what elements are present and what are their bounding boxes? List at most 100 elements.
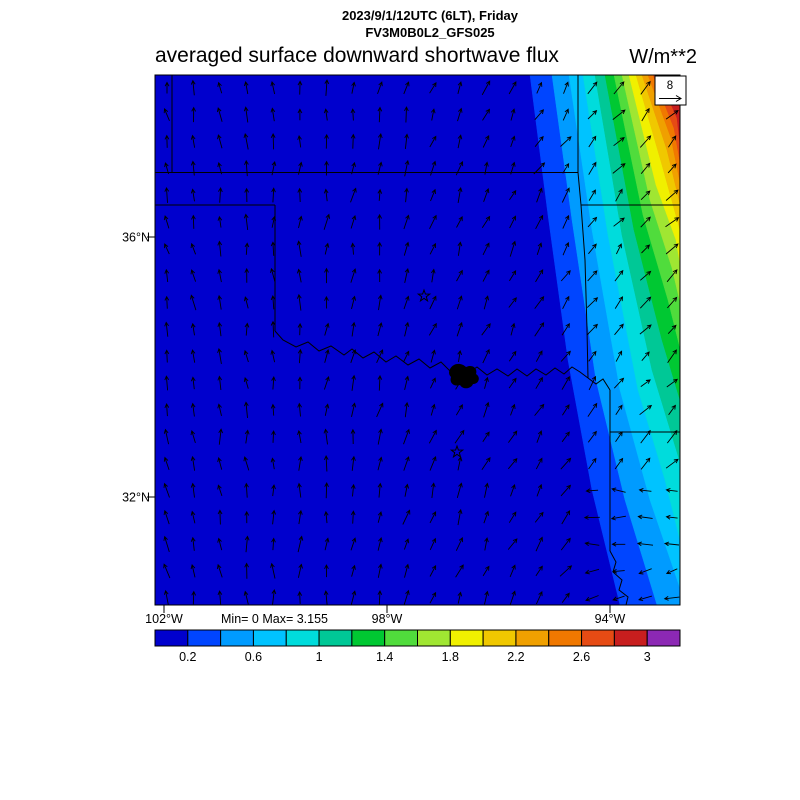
colorbar-segment [154,629,189,647]
wind-arrow-icon [614,457,624,470]
wind-arrow-icon [324,349,330,363]
wind-arrow-icon [350,590,357,605]
wind-arrow-icon [244,322,250,336]
wind-arrow-icon [377,294,383,311]
wind-arrow-icon [508,511,517,523]
wind-arrow-icon [324,160,329,176]
wind-arrow-icon [536,483,543,497]
wind-arrow-icon [377,81,383,95]
wind-arrow-icon [297,591,303,604]
wind-arrow-icon [270,295,276,310]
wind-arrow-icon [509,590,516,605]
wind-arrow-icon [271,509,277,525]
wind-arrow-icon [560,270,571,282]
wind-arrow-icon [482,269,490,282]
wind-arrow-icon [639,135,652,148]
wind-arrow-icon [588,457,597,470]
wind-arrow-icon [217,268,222,283]
wind-arrow-icon [297,376,303,390]
wind-arrow-icon [244,562,249,579]
wind-arrow-icon [297,348,303,364]
wind-arrow-icon [481,80,491,96]
wind-arrow-icon [430,349,436,363]
wind-arrow-icon [536,187,543,203]
wind-arrow-icon [217,590,223,605]
wind-arrow-icon [561,322,570,336]
wind-arrow-icon [377,590,383,605]
wind-arrow-icon [483,510,490,524]
wind-arrow-icon [614,269,624,282]
wind-arrow-icon [218,187,223,203]
colorbar-segment [613,629,648,647]
flux-band-2.0 [635,75,680,231]
wind-arrow-icon [483,295,490,310]
wind-arrow-icon [665,568,678,575]
wind-arrow-icon [508,430,518,443]
wind-arrow-icon [190,536,196,551]
flux-band-2.4 [647,75,680,183]
wind-arrow-icon [429,564,437,577]
wind-arrow-icon [615,431,623,443]
wind-arrow-icon [351,81,356,94]
wind-arrow-icon [377,161,383,175]
colorbar-segment [318,629,353,647]
wind-arrow-icon [163,563,171,579]
wind-arrow-icon [217,134,223,149]
wind-arrow-icon [534,322,545,337]
wind-arrow-icon [585,595,599,602]
wind-arrow-icon [377,106,383,123]
wind-arrow-icon [403,214,410,230]
wind-arrow-icon [510,108,516,121]
wind-arrow-icon [163,535,170,553]
wind-arrow-icon [298,455,303,471]
wind-arrow-icon [190,269,197,282]
wind-arrow-icon [665,243,679,255]
wind-arrow-icon [638,487,652,493]
wind-arrow-icon [217,240,223,257]
colorbar-segment [351,629,386,647]
wind-arrow-icon [665,487,678,493]
wind-arrow-icon [430,403,436,416]
wind-arrow-icon [404,483,410,497]
wind-arrow-icon [244,267,250,283]
wind-arrow-icon [164,295,170,309]
wind-arrow-icon [562,108,569,121]
wind-arrow-icon [588,243,597,255]
wind-arrow-icon [457,134,463,149]
wind-arrow-icon [324,482,329,499]
wind-arrow-icon [666,429,678,444]
wind-arrow-icon [481,323,491,336]
wind-arrow-icon [665,458,679,469]
wind-arrow-icon [456,216,463,228]
colorbar-tick-label: 3 [644,650,651,664]
wind-arrow-icon [297,563,303,578]
wind-arrow-icon [163,509,170,525]
wind-arrow-icon [324,79,330,96]
wind-arrow-icon [323,213,331,230]
wind-arrow-icon [350,242,356,255]
wind-arrow-icon [482,565,490,577]
colorbar-tick-label: 0.6 [245,650,262,664]
wind-arrow-icon [191,106,197,123]
wind-arrow-icon [484,376,489,389]
wind-arrow-icon [562,241,570,256]
wind-arrow-icon [270,81,276,95]
wind-arrow-icon [457,508,463,526]
wind-arrow-icon [190,429,196,444]
wind-arrow-icon [217,456,223,470]
wind-arrow-icon [324,322,330,336]
wind-arrow-icon [218,428,224,445]
wind-arrow-icon [587,81,598,95]
datetime-label: 2023/9/1/12UTC (6LT), Friday [341,8,519,23]
wind-arrow-icon [429,537,437,551]
wind-arrow-icon [377,537,383,551]
border-sabine-river [609,550,629,605]
wind-arrow-icon [163,589,169,605]
wind-arrow-icon [297,402,302,417]
wind-arrow-icon [430,108,436,121]
wind-arrow-icon [244,482,249,498]
wind-arrow-icon [561,187,570,203]
wind-arrow-icon [457,349,463,362]
wind-arrow-icon [164,375,170,391]
wind-arrow-icon [403,456,410,471]
